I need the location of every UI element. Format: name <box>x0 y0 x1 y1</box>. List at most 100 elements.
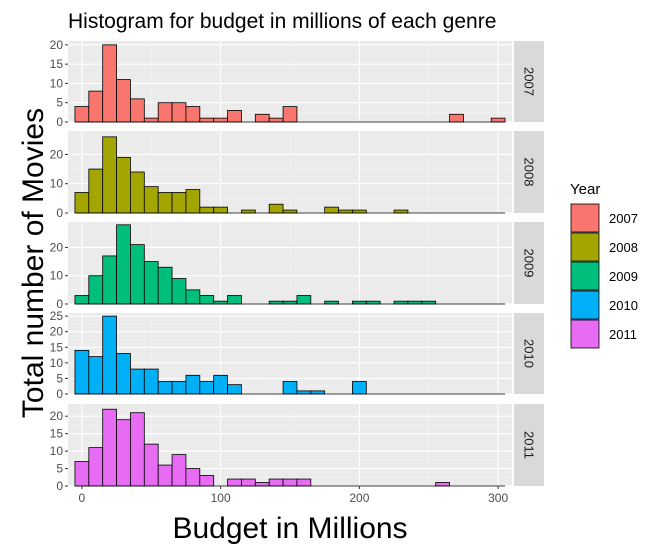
histogram-bar <box>449 113 464 123</box>
y-tick-label: 15 <box>50 427 64 441</box>
y-tick-label: 0 <box>56 206 63 220</box>
histogram-bar <box>74 295 90 305</box>
histogram-bar <box>185 106 201 123</box>
histogram-bar <box>130 244 145 305</box>
histogram-bar <box>88 168 104 214</box>
histogram-bar <box>143 186 159 214</box>
panel-2007: 0 5 10 15 20 2007 <box>50 38 544 129</box>
histogram-bar <box>157 464 173 487</box>
histogram-bar <box>254 482 270 487</box>
histogram-bar <box>213 300 228 305</box>
y-tick-label: 10 <box>50 76 64 90</box>
histogram-bar <box>282 381 298 395</box>
histogram-bar <box>268 478 284 487</box>
histogram-bar <box>227 295 242 305</box>
facet-strip-label: 2009 <box>522 249 537 278</box>
histogram-bar <box>185 289 201 305</box>
histogram-bar <box>185 468 201 487</box>
legend: Year 2007 2008 2009 2010 2011 <box>570 181 638 349</box>
histogram-bar <box>185 374 201 395</box>
histogram-bar <box>116 79 131 123</box>
histogram-bar <box>199 206 215 214</box>
panel-2009: 0 10 20 2009 <box>50 222 544 311</box>
histogram-bar <box>102 136 117 214</box>
histogram-bar <box>365 300 381 305</box>
x-tick-label: 200 <box>349 491 369 505</box>
legend-label-2009: 2009 <box>609 269 638 284</box>
histogram-bar <box>171 454 187 487</box>
legend-label-2010: 2010 <box>609 298 638 313</box>
legend-key-2009 <box>570 261 600 291</box>
facet-strip <box>514 222 544 304</box>
histogram-bar <box>296 390 312 395</box>
histogram-bar <box>213 374 228 395</box>
legend-key-2007 <box>570 203 600 233</box>
y-tick-label: 25 <box>50 309 64 323</box>
histogram-bar <box>102 315 117 395</box>
legend-label-2011: 2011 <box>609 327 637 342</box>
y-tick-label: 5 <box>56 371 63 385</box>
histogram-bar <box>282 300 298 305</box>
histogram-bar <box>130 98 145 123</box>
histogram-bar <box>74 192 90 214</box>
histogram-bar <box>116 156 131 214</box>
histogram-bar <box>102 255 117 305</box>
histogram-bar <box>130 171 145 214</box>
histogram-bar <box>338 209 353 214</box>
histogram-bar <box>352 381 367 395</box>
histogram-bar <box>157 102 173 123</box>
histogram-bar <box>116 419 131 487</box>
y-tick-label: 10 <box>50 356 64 370</box>
histogram-bar <box>254 113 270 123</box>
histogram-bar <box>185 189 201 214</box>
histogram-bar <box>74 461 90 487</box>
facet-strip-label: 2010 <box>522 339 537 368</box>
y-tick-label: 5 <box>56 96 63 110</box>
histogram-bar <box>88 447 104 487</box>
y-tick-label: 20 <box>50 147 64 161</box>
histogram-bar <box>102 408 117 487</box>
y-tick-label: 10 <box>50 177 64 191</box>
x-axis-title: Budget in Millions <box>172 512 407 545</box>
histogram-bar <box>88 90 104 123</box>
histogram-bar <box>199 381 215 395</box>
legend-key-2011 <box>570 319 600 349</box>
histogram-bar <box>88 356 104 395</box>
y-tick-label: 0 <box>56 297 63 311</box>
panel-2008: 0 10 20 2008 <box>50 131 544 220</box>
histogram-bar <box>143 368 159 395</box>
y-tick-label: 20 <box>50 240 64 254</box>
y-tick-label: 10 <box>50 444 64 458</box>
histogram-bar <box>268 203 284 214</box>
histogram-bar <box>282 106 298 123</box>
histogram-bar <box>157 266 173 305</box>
histogram-bar <box>393 300 409 305</box>
histogram-bar <box>143 261 159 305</box>
legend-key-2008 <box>570 232 600 262</box>
histogram-bar <box>352 300 367 305</box>
y-axis-title: Total number of Movies <box>17 108 50 418</box>
facet-strip <box>514 404 544 486</box>
y-tick-label: 20 <box>50 325 64 339</box>
histogram-bar <box>227 384 242 395</box>
histogram-bar <box>143 117 159 123</box>
histogram-bar <box>171 102 187 123</box>
histogram-bar <box>143 443 159 487</box>
histogram-bar <box>296 295 312 305</box>
chart-title: Histogram for budget in millions of each… <box>68 10 496 33</box>
facet-strip <box>514 131 544 213</box>
histogram-bar <box>171 278 187 305</box>
legend-items: 2007 2008 2009 2010 2011 <box>570 203 638 349</box>
histogram-bar <box>407 300 423 305</box>
histogram-bar <box>74 106 90 123</box>
y-tick-label: 0 <box>56 115 63 129</box>
y-tick-label: 20 <box>50 409 64 423</box>
histogram-bar <box>130 412 145 487</box>
facet-panels: 0510152020070102020080102020090510152025… <box>50 38 544 493</box>
histogram-bar <box>282 209 298 214</box>
histogram-bar <box>241 209 256 214</box>
histogram-bar <box>268 300 284 305</box>
x-axis: 0 100 200 300 <box>79 486 508 505</box>
